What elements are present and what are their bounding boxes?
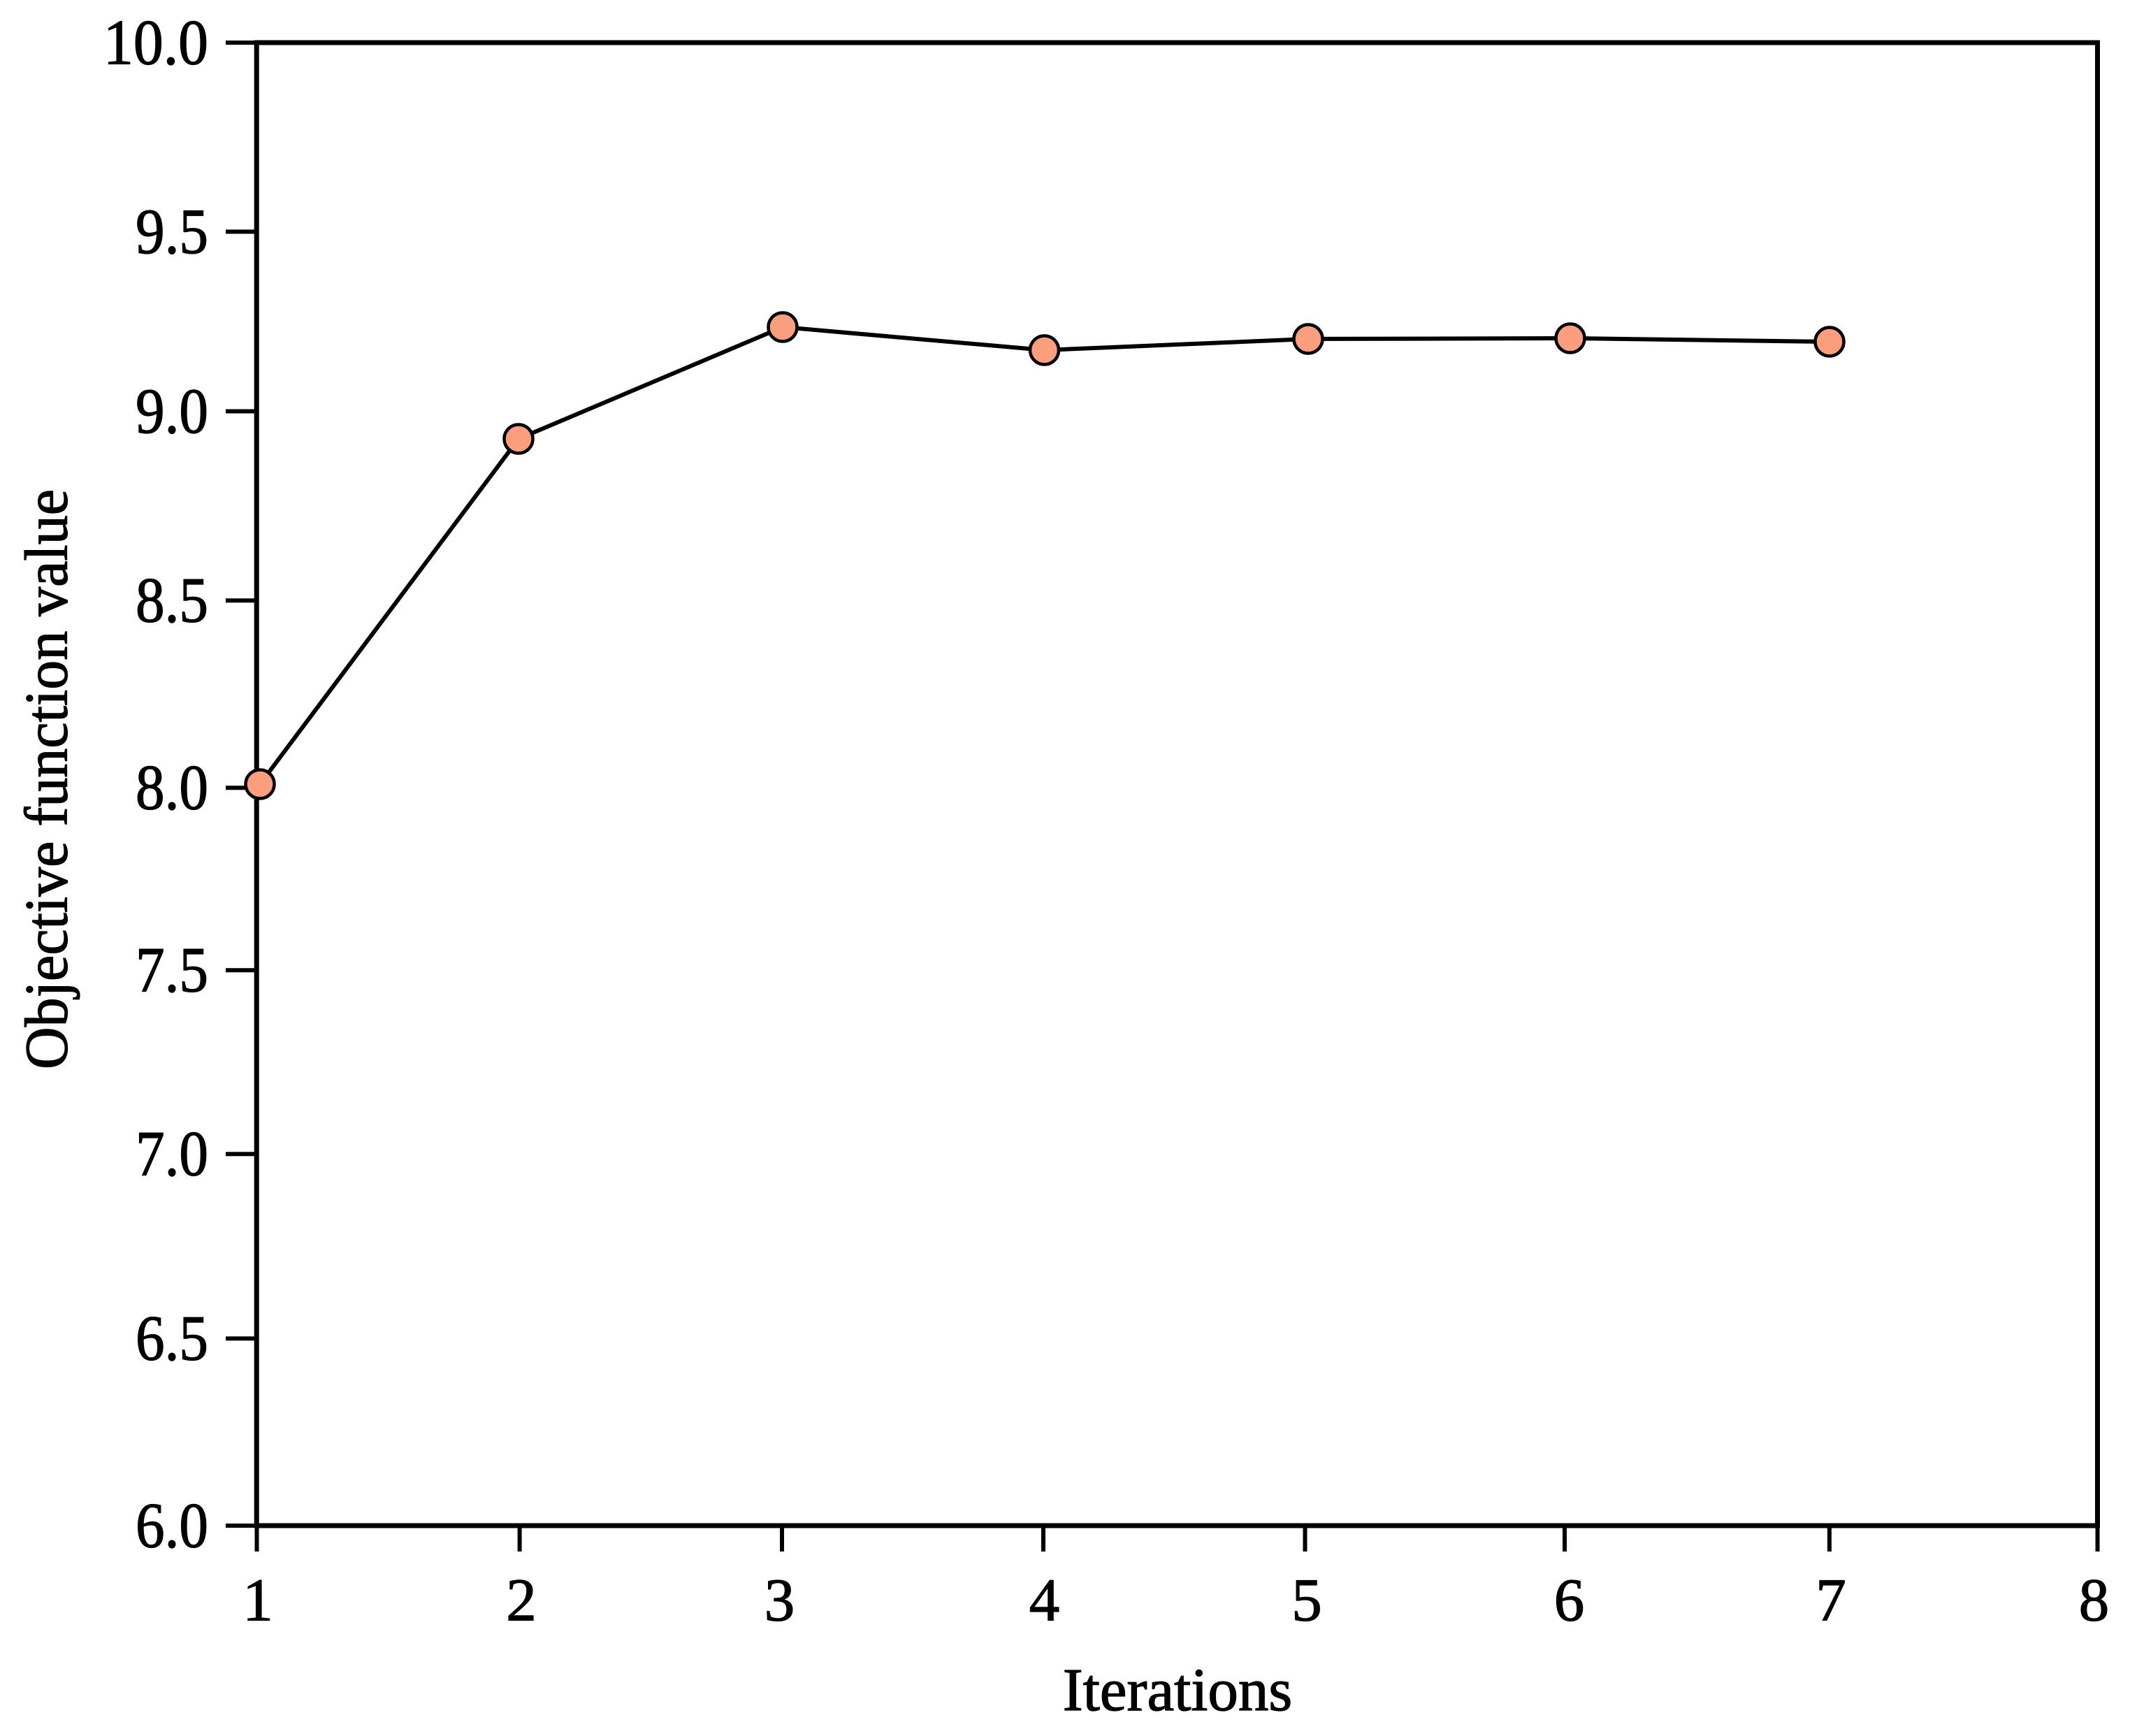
svg-text:Iterations: Iterations <box>1063 1656 1293 1723</box>
svg-text:8.5: 8.5 <box>136 565 208 636</box>
svg-text:3: 3 <box>765 1566 795 1634</box>
svg-text:9.5: 9.5 <box>136 196 208 267</box>
svg-text:4: 4 <box>1029 1566 1060 1634</box>
svg-text:6.5: 6.5 <box>136 1303 208 1374</box>
svg-text:6: 6 <box>1554 1566 1585 1634</box>
svg-text:1: 1 <box>242 1566 273 1634</box>
svg-text:2: 2 <box>506 1566 537 1634</box>
svg-text:9.0: 9.0 <box>136 375 208 447</box>
svg-text:7.0: 7.0 <box>136 1118 208 1189</box>
svg-text:8.0: 8.0 <box>136 752 208 823</box>
svg-text:6.0: 6.0 <box>136 1489 208 1561</box>
svg-text:8: 8 <box>2079 1566 2110 1634</box>
svg-text:7.5: 7.5 <box>136 934 208 1006</box>
svg-text:7: 7 <box>1816 1566 1846 1634</box>
svg-text:Objective function value: Objective function value <box>13 489 80 1069</box>
svg-text:10.0: 10.0 <box>103 6 208 78</box>
svg-text:5: 5 <box>1291 1566 1322 1634</box>
